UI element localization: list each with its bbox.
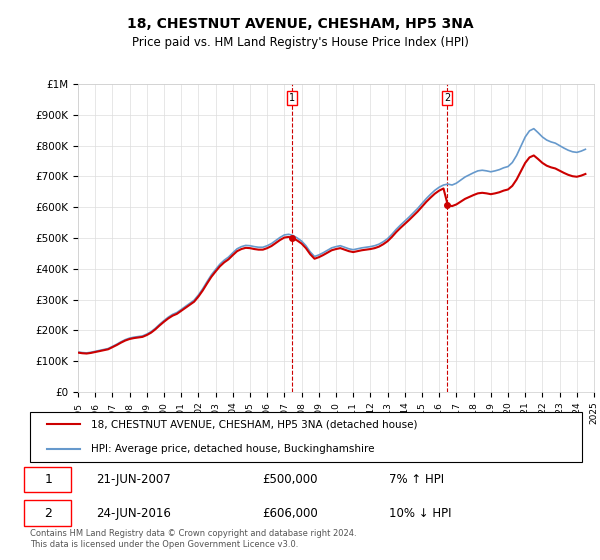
Text: 10% ↓ HPI: 10% ↓ HPI — [389, 507, 451, 520]
Text: £500,000: £500,000 — [262, 473, 317, 486]
Text: Contains HM Land Registry data © Crown copyright and database right 2024.
This d: Contains HM Land Registry data © Crown c… — [30, 529, 356, 549]
Text: 2: 2 — [44, 507, 52, 520]
Text: 21-JUN-2007: 21-JUN-2007 — [96, 473, 171, 486]
Text: 1: 1 — [44, 473, 52, 486]
Text: HPI: Average price, detached house, Buckinghamshire: HPI: Average price, detached house, Buck… — [91, 445, 374, 454]
Text: 18, CHESTNUT AVENUE, CHESHAM, HP5 3NA: 18, CHESTNUT AVENUE, CHESHAM, HP5 3NA — [127, 17, 473, 31]
Text: 18, CHESTNUT AVENUE, CHESHAM, HP5 3NA (detached house): 18, CHESTNUT AVENUE, CHESHAM, HP5 3NA (d… — [91, 419, 417, 429]
Text: 7% ↑ HPI: 7% ↑ HPI — [389, 473, 444, 486]
Text: 1: 1 — [289, 93, 296, 103]
Text: 2: 2 — [444, 93, 451, 103]
Text: Price paid vs. HM Land Registry's House Price Index (HPI): Price paid vs. HM Land Registry's House … — [131, 36, 469, 49]
FancyBboxPatch shape — [30, 412, 582, 462]
Text: £606,000: £606,000 — [262, 507, 317, 520]
FancyBboxPatch shape — [25, 467, 71, 492]
Text: 24-JUN-2016: 24-JUN-2016 — [96, 507, 171, 520]
FancyBboxPatch shape — [25, 501, 71, 526]
